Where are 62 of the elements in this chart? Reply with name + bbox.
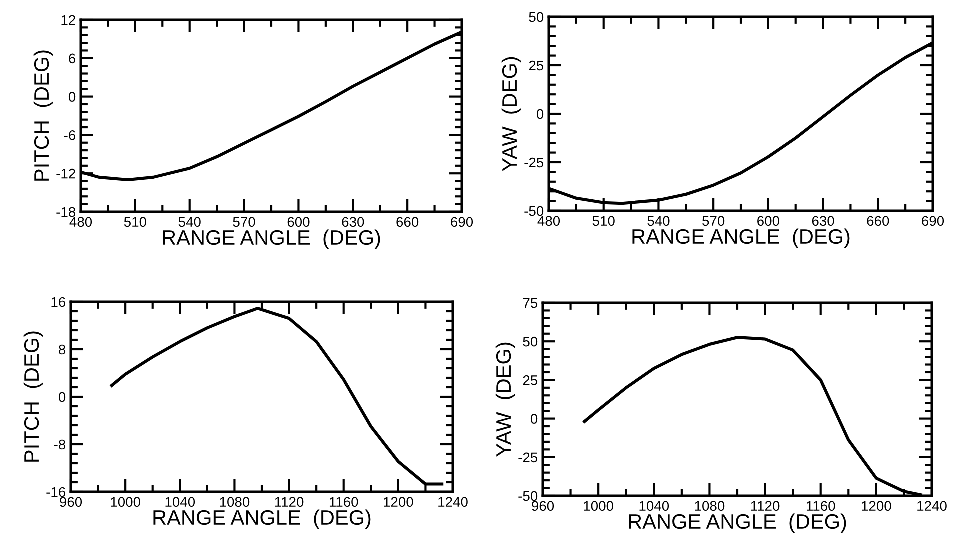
y-tick-label: -50 bbox=[524, 206, 544, 216]
x-tick-label: 1240 bbox=[918, 501, 947, 512]
x-tick-label: 540 bbox=[178, 217, 201, 228]
x-tick-label: 570 bbox=[233, 217, 256, 228]
x-axis-title: RANGE ANGLE (DEG) bbox=[632, 228, 850, 248]
x-tick-label: 690 bbox=[922, 216, 944, 226]
x-tick-label: 1040 bbox=[166, 497, 196, 508]
x-tick-label: 1080 bbox=[695, 501, 725, 512]
y-tick-label: -25 bbox=[524, 158, 544, 168]
y-tick-label: 75 bbox=[523, 298, 538, 308]
y-tick-label: -12 bbox=[56, 168, 76, 179]
x-tick-label: 600 bbox=[288, 217, 310, 228]
x-axis-title: RANGE ANGLE (DEG) bbox=[163, 230, 380, 250]
y-axis-title: YAW (DEG) bbox=[496, 342, 516, 457]
y-tick-label: 25 bbox=[523, 376, 538, 386]
x-axis-title: RANGE ANGLE (DEG) bbox=[154, 510, 371, 530]
x-tick-label: 480 bbox=[70, 217, 92, 228]
x-tick-label: 510 bbox=[592, 216, 615, 226]
y-axis-title: PITCH (DEG) bbox=[24, 332, 44, 462]
x-tick-label: 960 bbox=[60, 497, 82, 508]
y-tick-label: 0 bbox=[58, 392, 66, 402]
y-tick-label: -50 bbox=[518, 491, 538, 502]
y-tick-label: -25 bbox=[518, 452, 538, 463]
x-tick-label: 1120 bbox=[275, 497, 304, 508]
x-tick-label: 1160 bbox=[330, 497, 358, 508]
x-tick-label: 480 bbox=[538, 216, 560, 226]
x-axis-title: RANGE ANGLE (DEG) bbox=[629, 514, 846, 534]
y-tick-label: 8 bbox=[59, 344, 66, 355]
x-tick-label: 1200 bbox=[862, 501, 892, 512]
y-tick-label: 12 bbox=[62, 15, 76, 26]
y-tick-label: 16 bbox=[52, 297, 66, 308]
x-tick-label: 960 bbox=[532, 501, 554, 512]
y-tick-label: 50 bbox=[529, 12, 544, 22]
x-tick-label: 1160 bbox=[806, 501, 836, 512]
x-tick-label: 630 bbox=[812, 216, 834, 226]
x-tick-label: 1000 bbox=[584, 501, 614, 512]
x-tick-label: 1200 bbox=[384, 497, 414, 508]
x-tick-label: 540 bbox=[648, 216, 670, 226]
y-tick-label: -16 bbox=[46, 487, 66, 498]
x-tick-label: 660 bbox=[396, 217, 419, 228]
x-tick-label: 510 bbox=[124, 217, 146, 228]
y-tick-label: -6 bbox=[64, 130, 76, 140]
y-tick-label: 0 bbox=[530, 414, 538, 424]
x-tick-label: 1040 bbox=[640, 501, 670, 512]
x-tick-label: 1240 bbox=[438, 497, 468, 508]
y-tick-label: 25 bbox=[529, 60, 544, 71]
x-tick-label: 1000 bbox=[111, 497, 140, 508]
y-tick-label: -18 bbox=[56, 207, 76, 218]
y-tick-label: 0 bbox=[536, 109, 544, 120]
y-tick-label: 50 bbox=[523, 336, 538, 347]
x-tick-label: 660 bbox=[867, 216, 890, 226]
y-tick-label: 0 bbox=[68, 92, 76, 102]
x-tick-label: 1080 bbox=[220, 497, 250, 508]
y-tick-label: -8 bbox=[54, 440, 66, 450]
x-tick-label: 630 bbox=[342, 217, 364, 228]
y-tick-label: 6 bbox=[69, 54, 76, 64]
x-tick-label: 690 bbox=[451, 217, 474, 228]
x-tick-label: 600 bbox=[758, 216, 780, 226]
x-tick-label: 570 bbox=[702, 216, 725, 226]
y-axis-title: PITCH (DEG) bbox=[34, 50, 54, 181]
y-axis-title: YAW (DEG) bbox=[502, 57, 522, 172]
x-tick-label: 1120 bbox=[751, 501, 780, 512]
